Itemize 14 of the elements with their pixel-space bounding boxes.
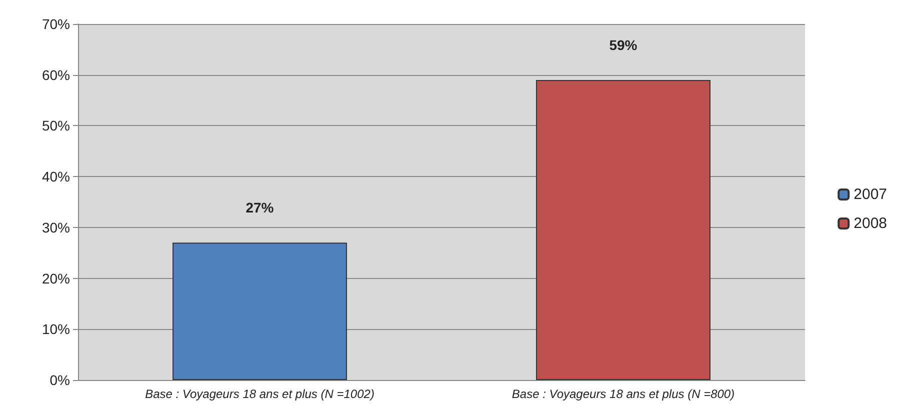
y-tick-label: 30% xyxy=(42,219,70,236)
y-tick-label: 20% xyxy=(42,270,70,286)
y-tick-label: 70% xyxy=(42,16,70,32)
data-label: 59% xyxy=(609,36,638,53)
y-tick-label: 40% xyxy=(42,168,70,185)
y-tick-label: 50% xyxy=(42,118,70,134)
x-tick-label: Base : Voyageurs 18 ans et plus (N =1002) xyxy=(145,387,374,401)
y-tick-label: 60% xyxy=(42,66,70,83)
y-tick-label: 0% xyxy=(50,372,70,388)
legend-label: 2008 xyxy=(854,215,888,232)
x-tick-label: Base : Voyageurs 18 ans et plus (N =800) xyxy=(512,387,735,401)
data-label: 27% xyxy=(246,200,274,216)
legend-label: 2007 xyxy=(854,186,888,203)
y-tick-label: 10% xyxy=(42,321,70,338)
